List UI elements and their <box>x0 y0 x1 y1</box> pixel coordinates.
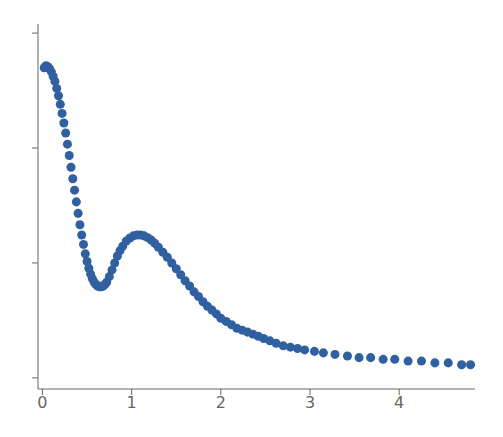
svg-text:4: 4 <box>394 393 404 412</box>
svg-text:1: 1 <box>127 393 137 412</box>
svg-text:0: 0 <box>37 393 47 412</box>
svg-text:3: 3 <box>305 393 315 412</box>
svg-text:2: 2 <box>216 393 226 412</box>
